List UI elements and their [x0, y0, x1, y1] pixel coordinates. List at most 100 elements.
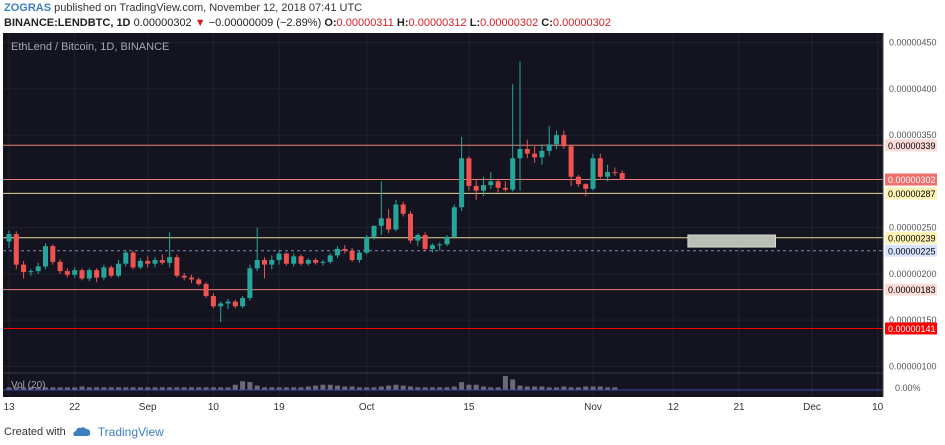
candle-body	[473, 186, 479, 191]
symbol-info: BINANCE:LENDBTC, 1D 0.00000302 ▼ −0.0000…	[4, 17, 611, 29]
x-tick-label: Nov	[584, 402, 602, 413]
volume-bar	[429, 387, 435, 390]
open-label: O:	[324, 17, 337, 29]
y-tick-label: 0.00000400	[889, 84, 937, 94]
candle-body	[612, 172, 618, 174]
volume-bar	[72, 387, 78, 390]
candle-body	[502, 187, 508, 190]
candle-body	[152, 260, 158, 264]
candle-body	[378, 218, 384, 226]
volume-bar	[152, 387, 158, 390]
volume-bar	[240, 381, 246, 390]
down-arrow-icon: ▼	[194, 17, 206, 29]
candle-body	[240, 297, 246, 307]
candle-body	[481, 185, 486, 191]
volume-bar	[349, 386, 355, 390]
tradingview-brand[interactable]: TradingView	[97, 425, 164, 439]
volume-bar	[327, 384, 333, 390]
volume-bar	[247, 382, 253, 390]
candle-body	[583, 184, 589, 189]
price-chart[interactable]: 0.00000450 0.00000400 0.00000350 0.00000250…	[3, 33, 941, 418]
candle-body	[415, 235, 421, 241]
candle-body	[108, 267, 114, 276]
volume-bar	[123, 387, 129, 390]
volume-bar	[320, 384, 326, 390]
volume-bar	[262, 387, 267, 390]
candle-body	[597, 158, 603, 177]
chart-canvas[interactable]: 0.00000450 0.00000400 0.00000350 0.00000250…	[3, 33, 941, 418]
candle-body	[283, 253, 289, 264]
volume-bar	[466, 384, 472, 390]
volume-bar	[108, 387, 114, 390]
volume-bar	[459, 382, 465, 390]
volume-bar	[400, 385, 406, 390]
volume-bar	[605, 387, 611, 390]
open-value: 0.00000311	[336, 17, 394, 29]
y-tick-label: 0.00000450	[889, 38, 937, 48]
volume-bar	[28, 387, 34, 390]
high-value: 0.00000312	[408, 17, 467, 29]
candle-body	[554, 135, 559, 145]
author-name[interactable]: ZOGRAS	[4, 2, 52, 14]
candle-body	[247, 268, 253, 298]
volume-bar	[393, 384, 399, 390]
volume-bar	[159, 387, 165, 390]
volume-bar	[488, 387, 494, 390]
candle-body	[159, 260, 165, 263]
candle-body	[57, 261, 63, 272]
volume-bar	[210, 387, 216, 390]
candle-body	[79, 270, 85, 279]
volume-bar	[554, 387, 559, 390]
volume-axis-value: 0.00%	[895, 383, 921, 393]
candle-body	[466, 158, 472, 186]
volume-bar	[137, 387, 143, 390]
close-label: C:	[541, 17, 553, 29]
price-level-label: 0.00000302	[888, 175, 936, 185]
volume-bar	[225, 387, 231, 390]
volume-bar	[539, 386, 545, 390]
candle-body	[386, 218, 392, 230]
candle-body	[225, 301, 231, 304]
volume-bar	[43, 387, 48, 390]
y-tick-label: 0.00000200	[889, 269, 937, 279]
x-tick-label: 15	[463, 402, 475, 413]
low-label: L:	[469, 17, 481, 29]
created-with-text: Created with	[4, 426, 66, 438]
candle-body	[517, 149, 523, 159]
price-level-label: 0.00000183	[888, 285, 936, 295]
volume-bar	[524, 386, 530, 390]
candle-body	[510, 158, 516, 190]
x-tick-label: 12	[668, 402, 680, 413]
volume-bar	[451, 386, 457, 390]
volume-bar	[517, 385, 523, 390]
volume-bar	[590, 386, 596, 390]
candle-body	[145, 260, 151, 264]
candle-body	[546, 144, 552, 151]
volume-bar	[371, 387, 377, 390]
volume-bar	[50, 387, 56, 390]
volume-bar	[145, 387, 151, 390]
tradingview-logo-icon	[73, 427, 90, 436]
candle-body	[196, 279, 202, 285]
candle-body	[35, 266, 41, 272]
candle-body	[298, 256, 304, 264]
volume-bar	[94, 387, 100, 390]
volume-bar	[597, 386, 603, 390]
price-level-label: 0.00000239	[888, 233, 936, 243]
volume-bar	[378, 386, 384, 390]
candle-body	[568, 146, 574, 177]
candle-body	[86, 270, 92, 279]
candle-body	[451, 207, 457, 237]
candle-body	[539, 150, 545, 158]
low-value: 0.00000302	[480, 17, 539, 29]
candle-body	[269, 260, 275, 265]
candle-body	[371, 225, 377, 237]
volume-bar	[561, 386, 567, 390]
price-level-tag	[885, 139, 937, 152]
volume-bar	[57, 387, 63, 390]
volume-bar	[313, 385, 319, 390]
volume-bar	[386, 385, 392, 390]
candle-body	[116, 263, 121, 276]
volume-bar	[502, 376, 508, 390]
volume-bar	[283, 387, 289, 390]
